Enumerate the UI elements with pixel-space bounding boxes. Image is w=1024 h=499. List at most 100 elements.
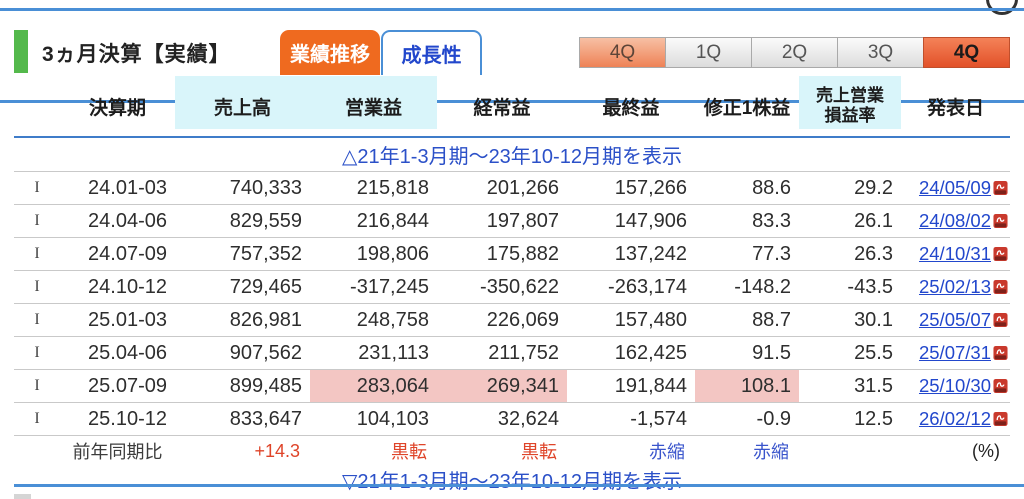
header-sales: 売上高 — [175, 76, 310, 136]
bottom-divider — [14, 484, 1024, 487]
cell-announce-date: 25/10/30 — [901, 370, 1010, 402]
pdf-file-icon[interactable] — [993, 411, 1008, 427]
tab-growth[interactable]: 成長性 — [381, 30, 482, 75]
table-row: I 24.07-09 757,352 198,806 175,882 137,242 77.… — [14, 238, 1010, 271]
cell-period: 24.10-12 — [88, 275, 167, 298]
cell-announce-date: 25/07/31 — [901, 337, 1010, 369]
cell-announce-date: 24/08/02 — [901, 205, 1010, 237]
cell-adjusted-eps: 108.1 — [695, 370, 799, 402]
cell-margin: 25.5 — [854, 341, 893, 364]
cell-margin: 31.5 — [854, 374, 893, 397]
cell-margin: 29.2 — [854, 176, 893, 199]
cell-margin: 12.5 — [854, 407, 893, 430]
cell-net-profit: -263,174 — [608, 275, 687, 298]
quarter-button-1q-1[interactable]: 1Q — [665, 37, 752, 68]
summary-marker-spacer — [14, 436, 60, 466]
cell-ordinary-profit: 211,752 — [488, 341, 559, 364]
quarter-button-3q-3[interactable]: 3Q — [837, 37, 924, 68]
cell-operating-profit: -317,245 — [350, 275, 429, 298]
row-marker: I — [34, 212, 40, 229]
cell-net-profit: 157,480 — [614, 308, 687, 331]
cell-ordinary-profit: 175,882 — [486, 242, 559, 265]
summary-sales: +14.3 — [254, 440, 300, 461]
cell-ordinary-profit: 226,069 — [486, 308, 559, 331]
announce-date-link[interactable]: 25/02/13 — [918, 276, 991, 297]
range-toggle-bottom-link[interactable]: ▽21年1-3月期〜23年10-12月期を表示 — [342, 471, 682, 493]
cell-period: 25.01-03 — [88, 308, 167, 331]
cell-margin: 26.1 — [854, 209, 893, 232]
page-title: 3ヵ月決算【実績】 — [42, 43, 231, 66]
quarter-button-4q-0[interactable]: 4Q — [579, 37, 666, 68]
cell-period: 25.07-09 — [88, 374, 167, 397]
summary-unit: (%) — [972, 440, 1000, 461]
cell-sales: 740,333 — [229, 176, 302, 199]
announce-date-link[interactable]: 25/07/31 — [918, 342, 991, 363]
table-row: I 24.04-06 829,559 216,844 197,807 147,906 83.… — [14, 205, 1010, 238]
row-marker: I — [34, 179, 40, 196]
announce-date-link[interactable]: 25/10/30 — [918, 375, 991, 396]
cell-sales: 833,647 — [229, 407, 302, 430]
announce-date-link[interactable]: 24/05/09 — [918, 177, 991, 198]
header-announce-date: 発表日 — [926, 97, 984, 119]
row-marker: I — [34, 245, 40, 262]
pdf-file-icon[interactable] — [993, 213, 1008, 229]
summary-row: 前年同期比 +14.3 黒転 黒転 赤縮 赤縮 (%) — [14, 436, 1010, 466]
header-net-profit: 最終益 — [602, 97, 660, 119]
announce-date-link[interactable]: 26/02/12 — [918, 408, 991, 429]
announce-date-link[interactable]: 25/05/07 — [918, 309, 991, 330]
summary-ordinary-profit: 黒転 — [521, 442, 557, 462]
summary-margin-spacer — [799, 436, 901, 466]
cell-ordinary-profit: 201,266 — [486, 176, 559, 199]
range-toggle-top-link[interactable]: △21年1-3月期〜23年10-12月期を表示 — [342, 146, 682, 168]
cell-ordinary-profit: 32,624 — [497, 407, 559, 430]
pdf-file-icon[interactable] — [993, 345, 1008, 361]
title-row: 3ヵ月決算【実績】 業績推移 成長性 4Q 1Q 2Q 3Q 4Q — [0, 28, 1024, 103]
pdf-file-icon[interactable] — [993, 279, 1008, 295]
range-toggle-bottom-row: ▽21年1-3月期〜23年10-12月期を表示 — [14, 466, 1010, 493]
top-divider — [0, 8, 1024, 11]
cell-ordinary-profit: 197,807 — [486, 209, 559, 232]
cell-operating-profit: 215,818 — [356, 176, 429, 199]
quarter-button-2q-2[interactable]: 2Q — [751, 37, 838, 68]
cell-period: 24.04-06 — [88, 209, 167, 232]
cell-sales: 729,465 — [229, 275, 302, 298]
pdf-file-icon[interactable] — [993, 312, 1008, 328]
pdf-file-icon[interactable] — [993, 246, 1008, 262]
cell-announce-date: 25/05/07 — [901, 304, 1010, 336]
cell-sales: 829,559 — [229, 209, 302, 232]
cell-net-profit: 191,844 — [614, 374, 687, 397]
header-operating-profit: 営業益 — [310, 76, 437, 136]
cell-margin: 26.3 — [854, 242, 893, 265]
cell-adjusted-eps: 88.7 — [752, 308, 791, 331]
announce-date-link[interactable]: 24/10/31 — [918, 243, 991, 264]
cell-sales: 826,981 — [229, 308, 302, 331]
table-row: I 25.01-03 826,981 248,758 226,069 157,480 88.… — [14, 304, 1010, 337]
quarter-button-4q-4[interactable]: 4Q — [923, 37, 1010, 68]
row-marker: I — [34, 410, 40, 427]
summary-net-profit: 赤縮 — [649, 442, 685, 462]
cell-adjusted-eps: 88.6 — [752, 176, 791, 199]
cell-adjusted-eps: -148.2 — [734, 275, 791, 298]
range-toggle-top-row: △21年1-3月期〜23年10-12月期を表示 — [14, 138, 1010, 172]
cell-operating-profit: 104,103 — [356, 407, 429, 430]
cell-net-profit: 157,266 — [614, 176, 687, 199]
cell-ordinary-profit: 269,341 — [437, 370, 567, 402]
cell-period: 24.01-03 — [88, 176, 167, 199]
table-header-row: 決算期 売上高 営業益 経常益 最終益 修正1株益 売上営業損益率 発表日 — [14, 76, 1010, 138]
cell-period: 24.07-09 — [88, 242, 167, 265]
announce-date-link[interactable]: 24/08/02 — [918, 210, 991, 231]
cell-adjusted-eps: 83.3 — [752, 209, 791, 232]
cell-sales: 907,562 — [229, 341, 302, 364]
cell-ordinary-profit: -350,622 — [480, 275, 559, 298]
header-operating-margin: 売上営業損益率 — [799, 76, 901, 136]
table-row: I 24.10-12 729,465 -317,245 -350,622 -263,174… — [14, 271, 1010, 304]
table-row: I 25.04-06 907,562 231,113 211,752 162,425 91.… — [14, 337, 1010, 370]
cell-sales: 757,352 — [229, 242, 302, 265]
pdf-file-icon[interactable] — [993, 180, 1008, 196]
row-marker: I — [34, 344, 40, 361]
tab-performance-trend[interactable]: 業績推移 — [280, 30, 380, 75]
header-marker-spacer — [14, 76, 60, 136]
cell-period: 25.10-12 — [88, 407, 167, 430]
pdf-file-icon[interactable] — [993, 378, 1008, 394]
